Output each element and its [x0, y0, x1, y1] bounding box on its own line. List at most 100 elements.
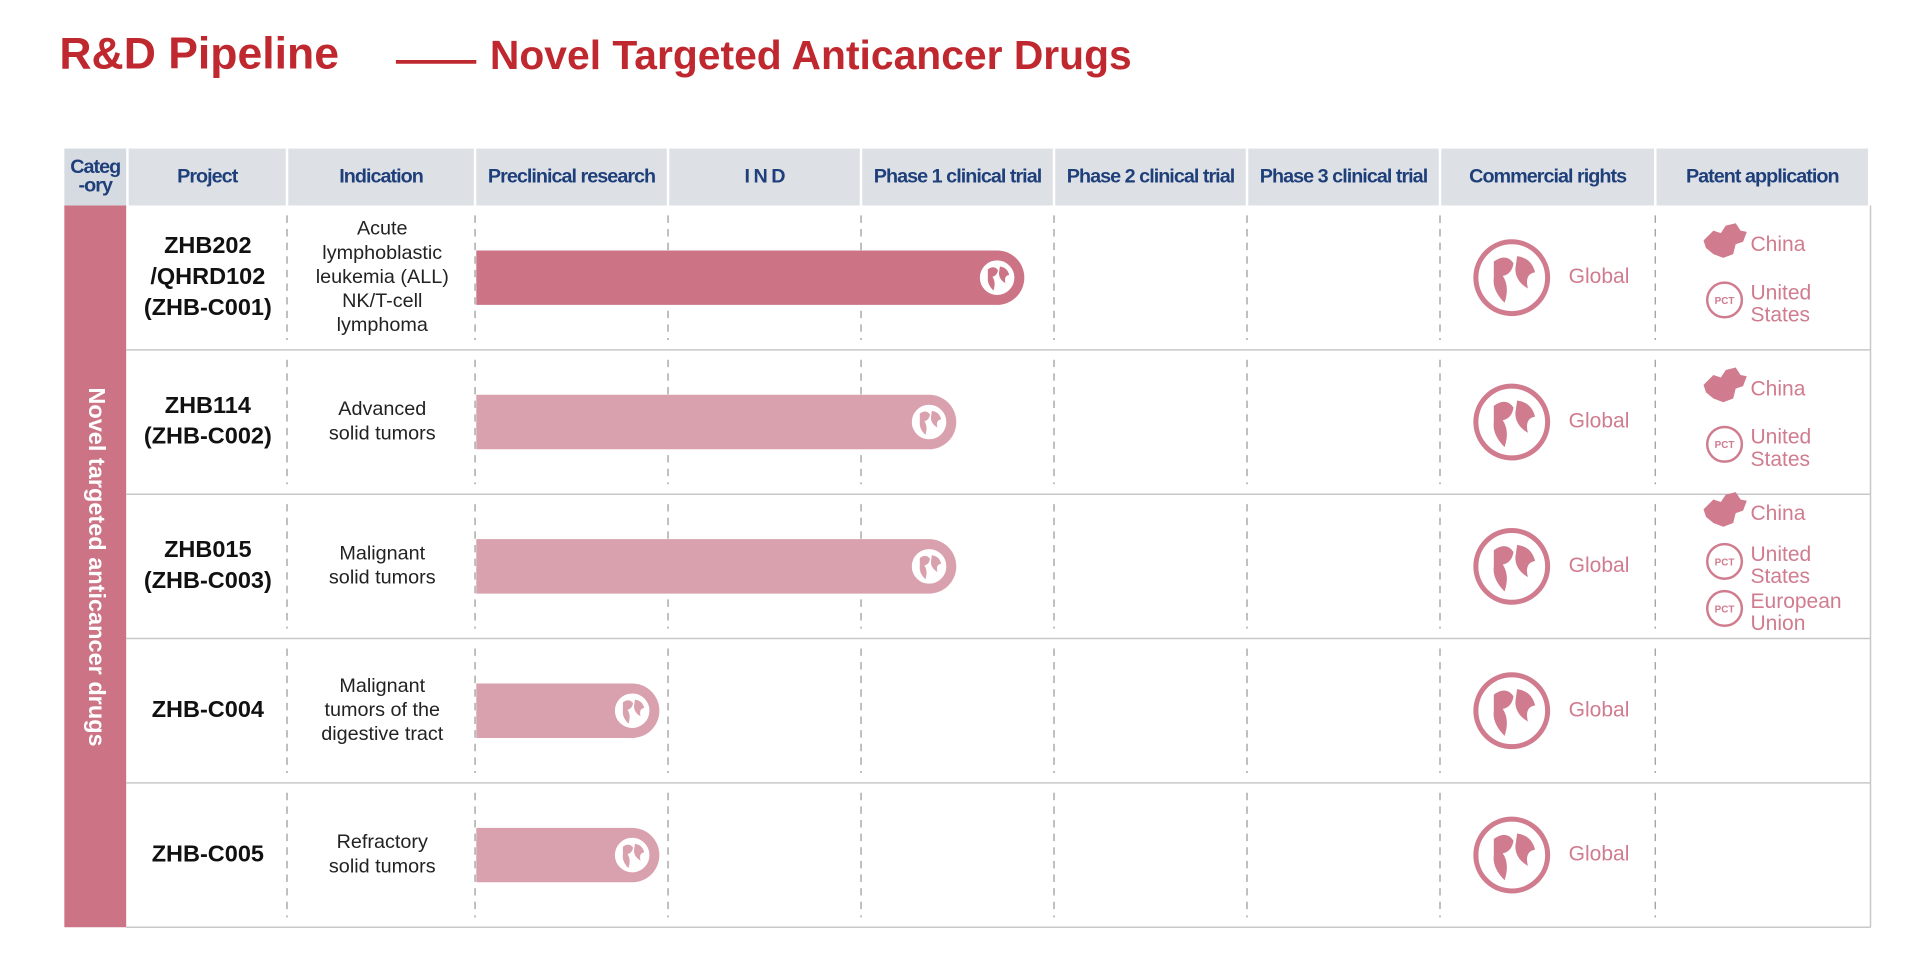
patent-region: China [1751, 377, 1806, 400]
indication: Acute [357, 218, 408, 240]
header-label: Categ [70, 156, 120, 178]
header-label: Phase 1 clinical trial [874, 165, 1042, 187]
indication: tumors of the [325, 699, 441, 721]
header-cell [1055, 148, 1246, 206]
pct-mark: PCT [1715, 604, 1735, 615]
indication: Malignant [339, 543, 425, 565]
category-label: Novel targeted anticancer drugs [84, 387, 110, 746]
globe-ring [1473, 527, 1551, 605]
rights-label: Global [1569, 265, 1630, 288]
rights-globe [1473, 816, 1551, 894]
header-cell [288, 148, 474, 206]
header-label: Project [177, 165, 239, 187]
rights-globe [1473, 239, 1551, 317]
pct-mark: PCT [1715, 440, 1735, 451]
patent-region: United [1751, 281, 1812, 304]
project-name: (ZHB-C001) [144, 294, 272, 320]
indication: lymphoma [337, 314, 429, 336]
rights-label: Global [1569, 410, 1630, 433]
progress-bar [476, 394, 957, 450]
globe-land [1493, 400, 1536, 448]
bar-globe [612, 690, 653, 731]
globe-ring [909, 402, 949, 442]
globe-land [919, 555, 942, 580]
indication: solid tumors [329, 422, 436, 444]
china-icon [1703, 367, 1747, 403]
indication: Advanced [338, 398, 426, 420]
patent-region: China [1751, 502, 1806, 525]
indication: Refractory [337, 831, 428, 853]
title-sub: Novel Targeted Anticancer Drugs [490, 32, 1132, 78]
header-cell [476, 148, 667, 206]
indication: solid tumors [329, 567, 436, 589]
pct-icon [1705, 589, 1744, 628]
patent-region: China [1751, 233, 1806, 256]
progress-bar [476, 250, 1025, 305]
globe-land [1493, 256, 1536, 303]
header-label: Commercial rights [1469, 165, 1627, 187]
globe-ring [612, 835, 653, 875]
pct-icon [1705, 542, 1744, 580]
globe-ring [1473, 383, 1551, 461]
globe-ring [977, 257, 1017, 298]
project-name: ZHB-C004 [152, 696, 264, 722]
pct-mark: PCT [1715, 557, 1735, 568]
header-label: Phase 3 clinical trial [1260, 165, 1428, 187]
globe-ring [1473, 816, 1551, 894]
pct-mark: PCT [1715, 296, 1735, 307]
globe-land [622, 843, 645, 869]
indication: lymphoblastic [322, 242, 442, 264]
rights-label: Global [1569, 554, 1630, 577]
patent-region: Union [1751, 612, 1806, 635]
header-label: Indication [339, 165, 423, 187]
header-label: -ory [79, 175, 113, 197]
rights-globe [1473, 527, 1551, 605]
globe-land [919, 410, 942, 436]
header-cell [669, 148, 860, 206]
header-cell [1656, 148, 1869, 206]
globe-land [1493, 689, 1536, 736]
header-cell [862, 148, 1053, 206]
category-band [64, 205, 127, 928]
globe-ring [1473, 239, 1551, 317]
globe-land [1493, 544, 1536, 592]
bar-globe [909, 546, 949, 587]
project-name: /QHRD102 [150, 263, 265, 289]
project-name: ZHB202 [164, 232, 251, 258]
header-cell [1248, 148, 1439, 206]
china-icon [1703, 492, 1747, 527]
indication: digestive tract [321, 723, 444, 745]
patent-region: States [1751, 304, 1811, 327]
patent-region: States [1751, 448, 1811, 471]
title-main: R&D Pipeline [59, 30, 339, 79]
bar-globe [612, 835, 653, 875]
progress-bar [476, 827, 660, 883]
header-label: Preclinical research [488, 165, 655, 187]
globe-land [1493, 833, 1536, 881]
header-label: Phase 2 clinical trial [1067, 165, 1235, 187]
indication: NK/T-cell [342, 290, 422, 312]
globe-ring [909, 546, 949, 587]
project-name: ZHB114 [165, 392, 251, 418]
progress-bar [476, 683, 660, 738]
globe-land [987, 266, 1010, 291]
project-name: ZHB015 [164, 536, 251, 562]
globe-ring [1473, 672, 1551, 750]
header-cell [64, 148, 127, 206]
project-name: (ZHB-C003) [144, 567, 272, 593]
bar-globe [909, 402, 949, 442]
china-icon [1703, 223, 1747, 258]
pct-icon [1705, 425, 1744, 463]
progress-bar [476, 539, 957, 594]
indication: Malignant [339, 675, 425, 697]
project-name: (ZHB-C002) [144, 423, 272, 449]
header-label: Patent application [1686, 165, 1839, 187]
globe-ring [612, 690, 653, 731]
pct-icon [1705, 281, 1744, 319]
patent-region: States [1751, 565, 1811, 588]
project-name: ZHB-C005 [152, 840, 264, 866]
rights-globe [1473, 383, 1551, 461]
rights-label: Global [1569, 843, 1630, 866]
rights-globe [1473, 672, 1551, 750]
